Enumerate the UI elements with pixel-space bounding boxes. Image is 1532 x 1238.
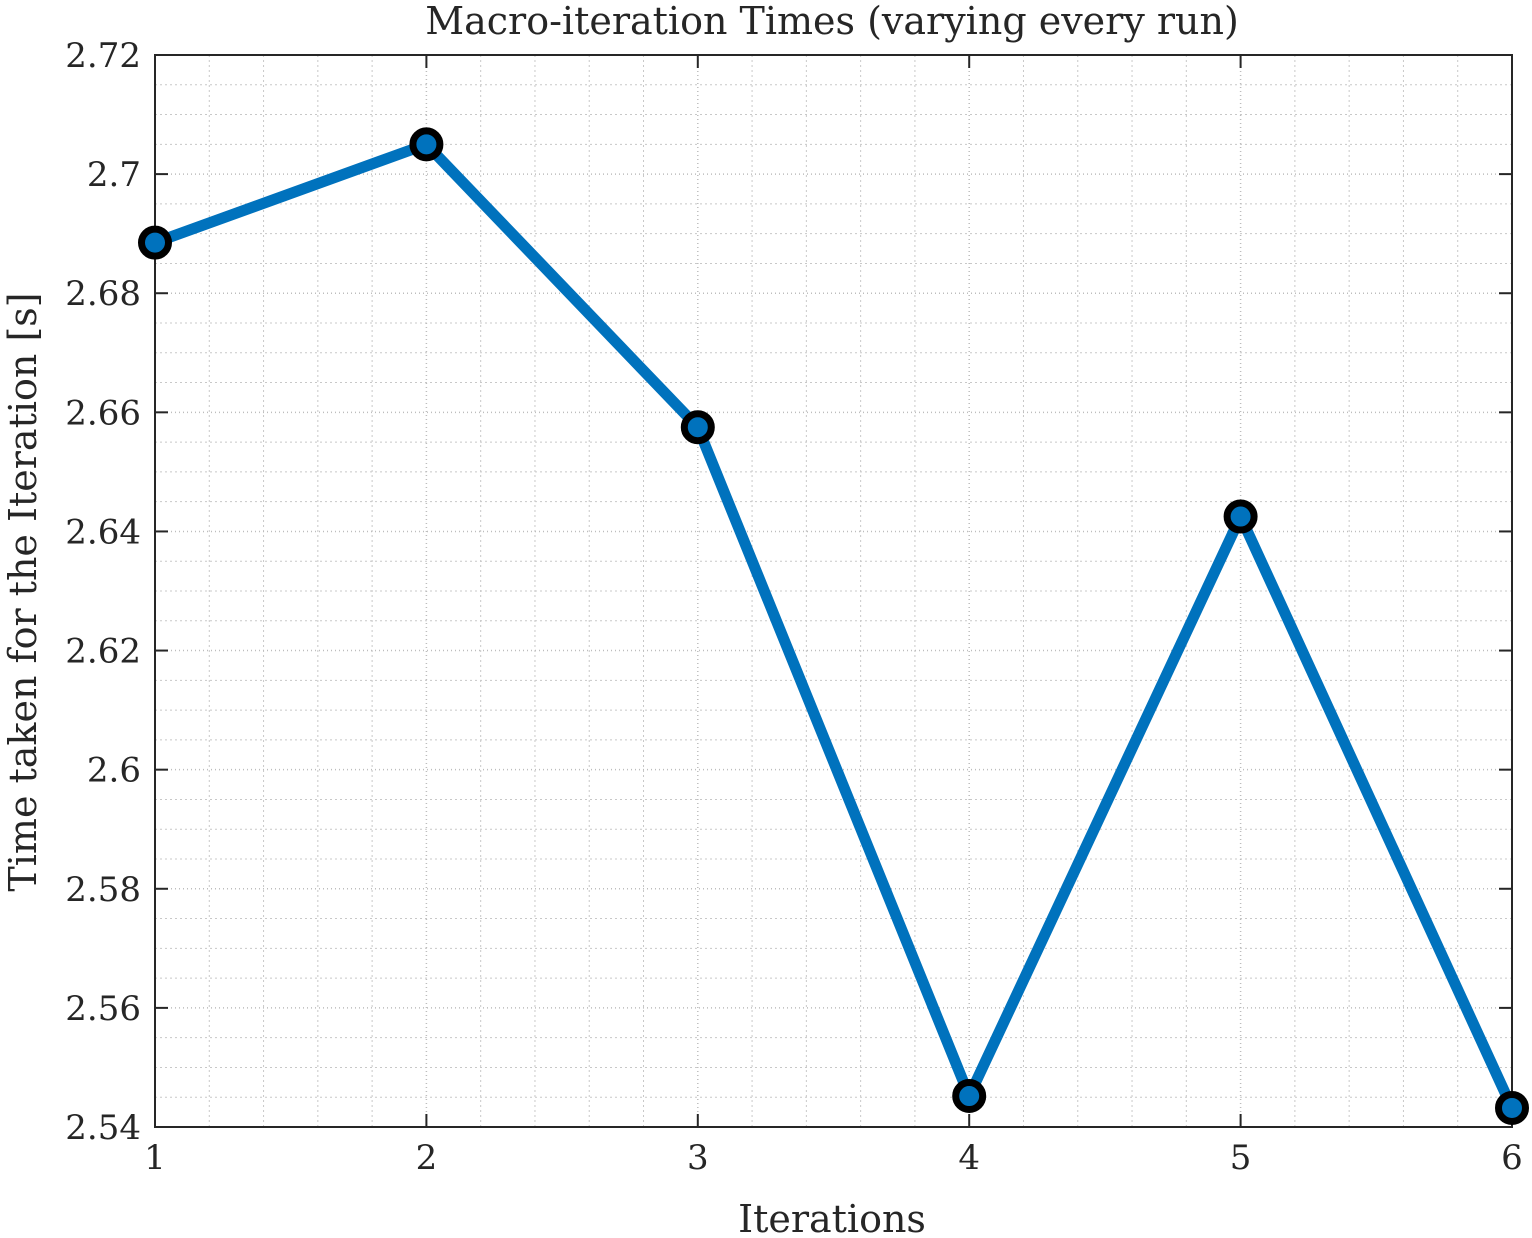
data-point	[409, 127, 444, 162]
y-tick-label: 2.64	[65, 512, 141, 552]
major-grid	[154, 54, 1513, 1128]
y-tick-labels: 2.54 2.56 2.58 2.6 2.62 2.64 2.66 2.68 2.7 2.72	[65, 36, 141, 1148]
y-tick-label: 2.54	[65, 1108, 141, 1148]
data-point	[680, 410, 715, 445]
data-series	[138, 127, 1529, 1125]
data-point	[1495, 1090, 1529, 1125]
x-tick-labels: 1 2 3 4 5 6	[144, 1138, 1523, 1178]
x-tick-label: 1	[144, 1138, 166, 1178]
x-tick-label: 2	[416, 1138, 438, 1178]
y-tick-label: 2.6	[87, 751, 141, 791]
x-tick-label: 5	[1230, 1138, 1252, 1178]
data-point	[952, 1079, 987, 1114]
y-tick-label: 2.62	[65, 632, 141, 672]
axis-ticks	[154, 54, 1513, 1128]
y-tick-label: 2.66	[65, 393, 141, 433]
y-tick-label: 2.56	[65, 989, 141, 1029]
plot-area-border	[154, 54, 1513, 1128]
x-tick-label: 4	[958, 1138, 980, 1178]
y-tick-label: 2.72	[65, 36, 141, 76]
y-axis-label: Time taken for the Iteration [s]	[1, 292, 45, 891]
x-tick-label: 6	[1501, 1138, 1523, 1178]
x-axis-label: Iterations	[738, 1197, 926, 1238]
minor-grid	[155, 55, 1512, 1127]
x-tick-label: 3	[687, 1138, 709, 1178]
y-tick-label: 2.58	[65, 870, 141, 910]
data-point	[1223, 499, 1258, 534]
series-line	[153, 137, 1517, 1111]
y-tick-label: 2.68	[65, 274, 141, 314]
data-point	[138, 225, 172, 260]
chart-title: Macro-iteration Times (varying every run…	[425, 0, 1239, 43]
y-tick-label: 2.7	[87, 155, 141, 195]
